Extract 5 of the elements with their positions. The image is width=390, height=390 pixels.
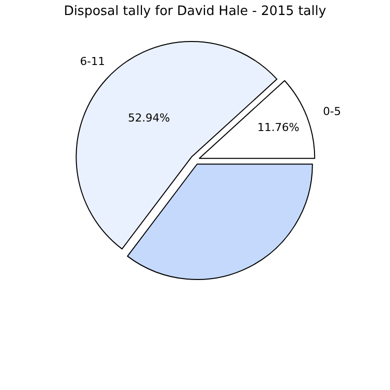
data-label: 52.94% xyxy=(128,112,170,125)
slice-label: 0-5 xyxy=(323,105,341,118)
data-label: 11.76% xyxy=(257,121,300,134)
slice-label: 6-11 xyxy=(80,55,105,68)
chart-title: Disposal tally for David Hale - 2015 tally xyxy=(64,4,326,19)
